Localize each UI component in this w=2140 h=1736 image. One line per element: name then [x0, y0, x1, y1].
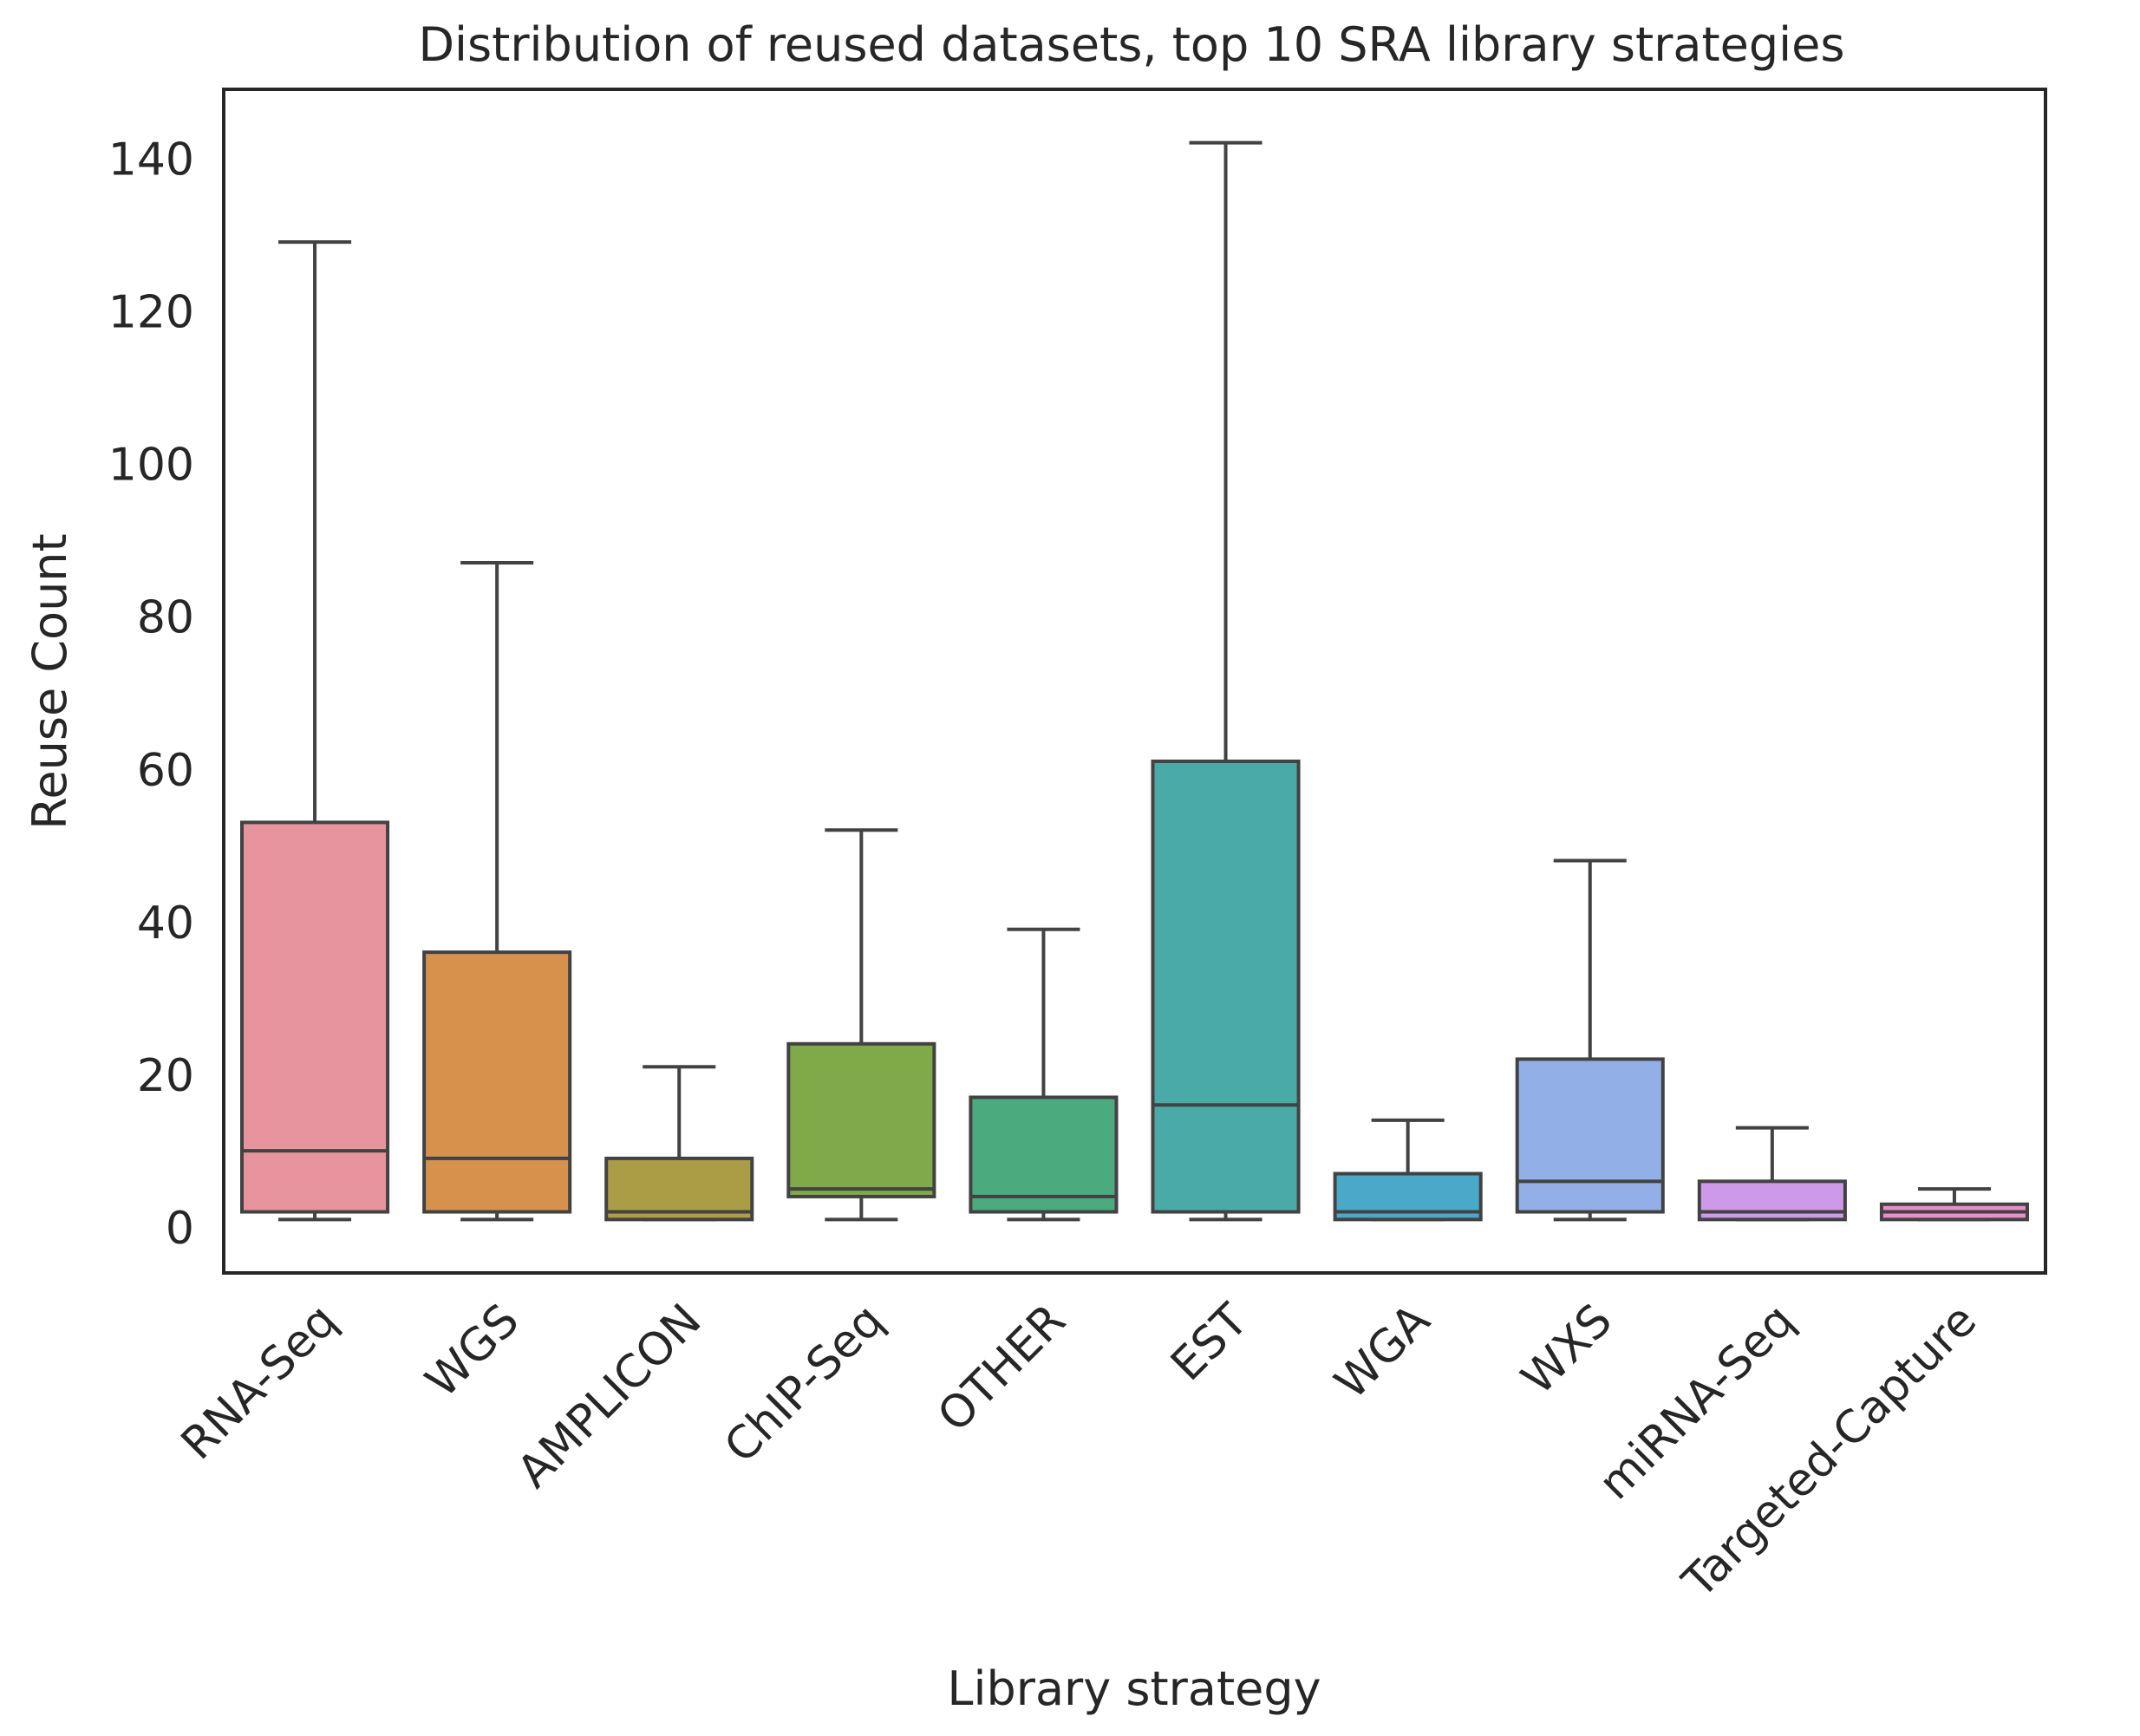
box-iqr: [422, 950, 572, 1214]
x-tick-label: EST: [1161, 1295, 1258, 1392]
x-axis-label: Library strategy: [947, 1661, 1321, 1716]
box-group-0: [240, 240, 390, 1222]
x-tick-label: AMPLICON: [508, 1295, 712, 1498]
x-tick-label: WGS: [416, 1295, 530, 1408]
y-tick-label: 140: [108, 134, 194, 186]
y-tick-label: 100: [108, 440, 194, 492]
box-iqr: [1151, 759, 1301, 1214]
box-iqr: [604, 1156, 754, 1222]
box-iqr: [786, 1041, 936, 1198]
y-tick-label: 40: [137, 897, 194, 950]
y-tick-label: 60: [137, 745, 194, 797]
y-tick-label: 120: [108, 286, 194, 338]
x-tick-label: OTHER: [928, 1295, 1075, 1442]
x-tick-label: WXS: [1512, 1295, 1622, 1405]
y-axis-label: Reuse Count: [23, 533, 77, 829]
box-group-8: [1697, 1126, 1847, 1222]
box-group-3: [786, 828, 936, 1222]
box-group-9: [1879, 1187, 2029, 1222]
chart-title: Distribution of reused datasets, top 10 …: [418, 17, 1844, 72]
box-group-7: [1515, 858, 1665, 1222]
box-iqr: [240, 820, 390, 1214]
plot-area: [240, 140, 2029, 1222]
box-group-4: [969, 927, 1119, 1222]
x-tick-label: WGA: [1325, 1294, 1440, 1409]
box-group-1: [422, 561, 572, 1222]
y-tick-label: 80: [137, 592, 194, 644]
box-iqr: [1697, 1179, 1847, 1222]
y-tick-label: 0: [166, 1203, 194, 1255]
box-group-2: [604, 1065, 754, 1222]
plot-frame: [222, 88, 2047, 1275]
y-axis: 0 20 40 60 80 100 120 140: [108, 134, 194, 1255]
y-tick-label: 20: [137, 1050, 194, 1102]
box-iqr: [969, 1095, 1119, 1214]
x-tick-label: RNA-Seq: [172, 1295, 347, 1470]
box-iqr: [1515, 1057, 1665, 1214]
box-group-5: [1151, 140, 1301, 1222]
x-tick-label: ChIP-Seq: [714, 1295, 893, 1473]
box-group-6: [1333, 1118, 1483, 1222]
